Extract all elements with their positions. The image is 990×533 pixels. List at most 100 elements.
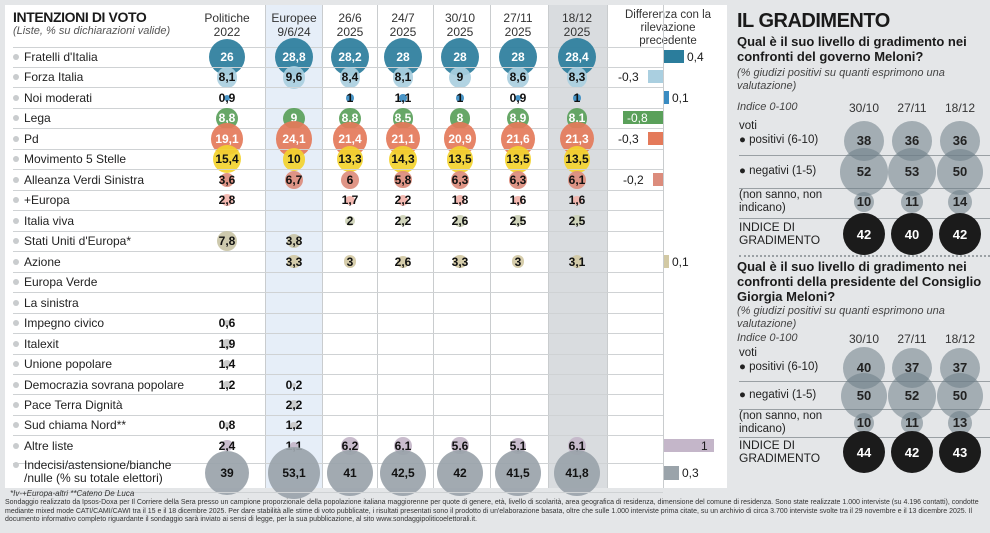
unknown-label: (non sanno, non indicano) xyxy=(739,189,823,214)
ns-bubble xyxy=(853,191,875,213)
value-label: 0,8 xyxy=(218,418,236,433)
value-bubble xyxy=(222,359,232,369)
value-label: 2,8 xyxy=(218,193,236,208)
row-divider xyxy=(13,66,663,68)
value-bubble xyxy=(292,382,296,387)
party-label: +Europa xyxy=(13,194,70,207)
row-divider xyxy=(13,312,663,314)
value-label: 1 xyxy=(573,90,581,105)
column-divider xyxy=(607,5,608,488)
column-header-line2: 9/6/24 xyxy=(277,25,311,39)
value-bubble xyxy=(223,94,231,102)
column-header-line1: 24/7 xyxy=(391,11,415,25)
value-label: 1,4 xyxy=(218,357,236,372)
date-header: 30/10 xyxy=(848,101,880,115)
value-bubble xyxy=(267,446,321,500)
column-header-line2: 2025 xyxy=(446,25,474,39)
party-label: Italexit xyxy=(13,337,59,351)
value-bubble xyxy=(379,449,427,497)
value-label: 39 xyxy=(220,466,234,480)
scale-label: Indice 0-100 xyxy=(737,332,798,344)
row-divider xyxy=(13,210,663,212)
party-label: Azione xyxy=(13,255,61,269)
value-label: 8,8 xyxy=(341,111,359,126)
diff-bar xyxy=(664,254,669,268)
value-label: 41,5 xyxy=(506,466,530,480)
column-header-line2: 2025 xyxy=(504,25,532,39)
value-label: 10 xyxy=(287,152,301,167)
column-header-line1: 26/6 xyxy=(338,11,362,25)
footnote: *Iv-+Europa-altri **Cateno De Luca xyxy=(10,489,135,498)
column-header-line1: Politiche xyxy=(204,11,250,25)
column-header: 26/6 2025 xyxy=(324,11,376,39)
ns-value: 10 xyxy=(856,415,872,430)
column-header-line2: 2025 xyxy=(336,25,364,39)
value-label: 7,8 xyxy=(218,234,236,249)
value-bubble xyxy=(392,67,414,88)
diff-value: -0,8 xyxy=(627,111,648,126)
column-divider xyxy=(322,5,323,488)
value-label: 0,9 xyxy=(218,90,236,105)
value-bubble xyxy=(284,170,304,190)
value-label: 1,6 xyxy=(568,193,586,208)
value-label: 8,5 xyxy=(394,111,412,126)
column-header: Politiche 2022 xyxy=(201,11,253,39)
value-label: 2,2 xyxy=(394,193,412,208)
value-label: 1,2 xyxy=(218,377,236,392)
value-label: 8,3 xyxy=(568,70,586,85)
row-divider xyxy=(13,169,663,171)
diff-bar xyxy=(664,466,679,480)
value-label: 6,7 xyxy=(285,172,303,187)
value-label: 9,6 xyxy=(285,70,303,85)
value-bubble xyxy=(504,146,532,173)
value-bubble xyxy=(216,231,238,252)
value-label: 13,5 xyxy=(448,152,472,167)
value-label: 1,7 xyxy=(341,193,359,208)
value-label: 6,1 xyxy=(394,438,412,453)
value-label: 8,1 xyxy=(394,70,412,85)
value-label: 9 xyxy=(290,111,298,126)
value-label: 20,9 xyxy=(448,131,472,146)
voting-intentions-table: INTENZIONI DI VOTO (Liste, % su dichiara… xyxy=(5,5,727,500)
value-bubble xyxy=(397,215,409,227)
column-header-line1: Europee xyxy=(271,11,317,25)
column-header-line1: 18/12 xyxy=(561,11,593,25)
value-bubble xyxy=(573,94,581,102)
neg-bubble xyxy=(840,372,888,420)
positive-label: ● positivi (6-10) xyxy=(739,134,819,146)
value-label: 8,4 xyxy=(341,70,359,85)
value-bubble xyxy=(494,449,542,497)
party-label: Fratelli d'Italia xyxy=(13,51,98,64)
voti-label: voti xyxy=(739,347,757,359)
value-label: 9 xyxy=(456,70,464,85)
value-label: 1,8 xyxy=(451,193,469,208)
value-label: 2,5 xyxy=(509,213,527,228)
date-header: 27/11 xyxy=(897,332,927,346)
column-divider xyxy=(548,5,549,488)
value-bubble xyxy=(553,449,601,497)
row-divider xyxy=(13,394,663,396)
column-header-line1: 30/10 xyxy=(444,11,476,25)
party-label: Altre liste xyxy=(13,439,73,453)
value-bubble xyxy=(397,255,409,268)
value-bubble xyxy=(454,214,466,227)
party-label: Pd xyxy=(13,132,39,146)
neg-bubble xyxy=(840,148,888,196)
value-label: 21,3 xyxy=(565,131,589,146)
party-label: Pace Terra Dignità xyxy=(13,398,123,412)
diff-value: 0,3 xyxy=(682,466,699,480)
diff-bar xyxy=(648,131,663,145)
row-divider xyxy=(13,189,663,191)
value-label: 1,9 xyxy=(218,336,236,351)
value-label: 2,4 xyxy=(218,438,236,453)
value-label: 0,2 xyxy=(285,377,303,392)
pos-value: 37 xyxy=(904,360,920,375)
value-label: 14,3 xyxy=(391,152,415,167)
value-label: 15,4 xyxy=(215,152,239,167)
diff-bar xyxy=(623,111,663,125)
index-label: INDICE DI GRADIMENTO xyxy=(739,438,821,465)
pos-value: 37 xyxy=(952,360,968,375)
index-bubble: 42 xyxy=(939,213,981,255)
value-label: 13,5 xyxy=(506,152,530,167)
value-label: 13,3 xyxy=(338,152,362,167)
